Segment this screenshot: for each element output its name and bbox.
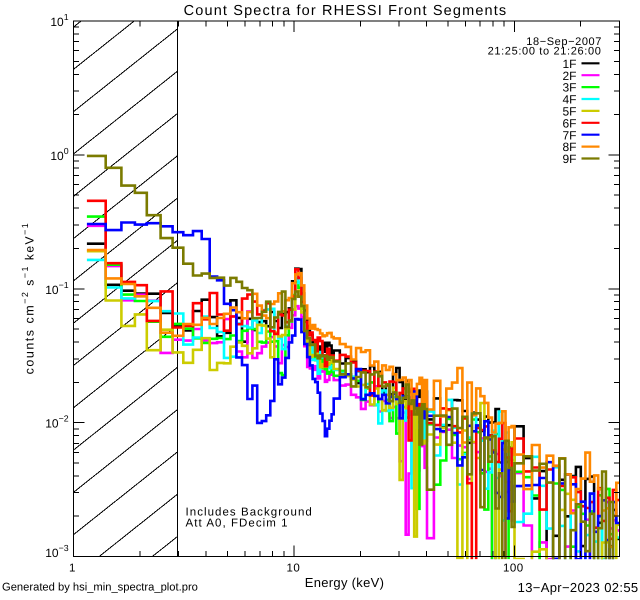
svg-text:101: 101 [50, 12, 68, 29]
svg-text:3F: 3F [562, 81, 576, 95]
svg-text:6F: 6F [562, 116, 576, 130]
svg-text:1F: 1F [562, 57, 576, 71]
svg-text:9F: 9F [562, 152, 576, 166]
svg-text:18−Sep−2007: 18−Sep−2007 [526, 36, 602, 48]
svg-text:100: 100 [503, 562, 524, 574]
svg-text:Att A0, FDecim 1: Att A0, FDecim 1 [186, 517, 289, 529]
svg-text:Generated by hsi_min_spectra_p: Generated by hsi_min_spectra_plot.pro [2, 582, 198, 594]
svg-text:4F: 4F [562, 93, 576, 107]
svg-text:Energy (keV): Energy (keV) [305, 575, 384, 590]
svg-text:13−Apr−2023 02:55: 13−Apr−2023 02:55 [518, 580, 639, 595]
svg-text:7F: 7F [562, 128, 576, 142]
svg-text:100: 100 [50, 146, 68, 163]
svg-text:Includes Background: Includes Background [186, 507, 313, 519]
svg-text:10−3: 10−3 [45, 543, 68, 560]
svg-text:counts cm−2 s−1 keV−1: counts cm−2 s−1 keV−1 [20, 222, 37, 375]
svg-text:8F: 8F [562, 140, 576, 154]
svg-text:10: 10 [287, 562, 301, 574]
svg-text:21:25:00 to 21:26:00: 21:25:00 to 21:26:00 [488, 46, 602, 58]
svg-text:1: 1 [69, 562, 76, 574]
svg-text:Count Spectra for RHESSI Front: Count Spectra for RHESSI Front Segments [184, 3, 508, 19]
svg-text:10−2: 10−2 [45, 414, 68, 431]
svg-text:5F: 5F [562, 105, 576, 119]
svg-text:10−1: 10−1 [45, 280, 68, 297]
svg-text:2F: 2F [562, 69, 576, 83]
